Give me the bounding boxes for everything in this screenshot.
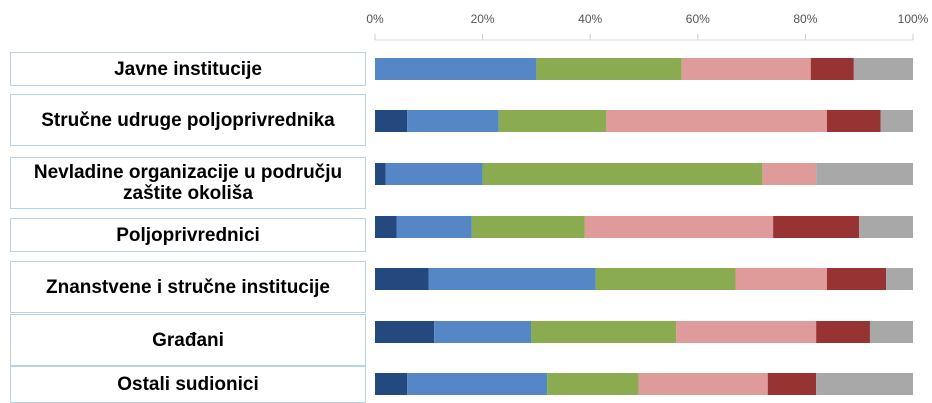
- x-tick-label: 60%: [686, 12, 710, 26]
- category-label: Znanstvene i stručne institucije: [10, 261, 366, 313]
- bar-segment: [816, 163, 913, 185]
- bar-segment: [375, 268, 429, 290]
- bar-segment: [375, 216, 397, 238]
- bar-segment: [816, 321, 870, 343]
- bar-segment: [375, 110, 408, 132]
- bar-segment: [536, 58, 682, 80]
- bar-segment: [886, 268, 913, 290]
- bar-segment: [859, 216, 913, 238]
- bar-segment: [375, 163, 386, 185]
- bar-segment: [385, 163, 483, 185]
- category-label: Javne institucije: [10, 52, 366, 86]
- bar-segment: [407, 373, 548, 395]
- bar-segment: [584, 216, 774, 238]
- bar-segment: [826, 110, 881, 132]
- bar-segment: [428, 268, 596, 290]
- bar-segment: [434, 321, 532, 343]
- category-label: Ostali sudionici: [10, 366, 366, 403]
- bar-segment: [816, 373, 913, 395]
- bar-segment: [767, 373, 817, 395]
- x-tick-label: 20%: [471, 12, 495, 26]
- bar-segment: [375, 321, 435, 343]
- category-label: Stručne udruge poljoprivrednika: [10, 94, 366, 146]
- bar-segment: [375, 373, 408, 395]
- category-label: Građani: [10, 314, 366, 366]
- x-tick-label: 100%: [898, 12, 929, 26]
- bar-segment: [638, 373, 768, 395]
- bar-segment: [547, 373, 639, 395]
- bar-segment: [826, 268, 887, 290]
- bar-segment: [498, 110, 607, 132]
- bar-segment: [375, 58, 537, 80]
- bar-segment: [676, 321, 817, 343]
- bar-segment: [853, 58, 913, 80]
- x-tick-label: 80%: [793, 12, 817, 26]
- bar-segment: [773, 216, 860, 238]
- bar-segment: [681, 58, 811, 80]
- bar-segment: [810, 58, 854, 80]
- bar-segment: [735, 268, 827, 290]
- bar-segment: [869, 321, 913, 343]
- bar-segment: [606, 110, 827, 132]
- category-label: Nevladine organizacije u području zaštit…: [10, 157, 366, 209]
- category-label: Poljoprivrednici: [10, 218, 366, 252]
- bar-segment: [482, 163, 763, 185]
- x-tick-label: 40%: [578, 12, 602, 26]
- bar-segment: [396, 216, 472, 238]
- bar-segment: [407, 110, 499, 132]
- bar-segment: [471, 216, 585, 238]
- bar-segment: [880, 110, 913, 132]
- bar-segment: [762, 163, 817, 185]
- bar-segment: [531, 321, 677, 343]
- bar-segment: [595, 268, 736, 290]
- x-tick-label: 0%: [366, 12, 384, 26]
